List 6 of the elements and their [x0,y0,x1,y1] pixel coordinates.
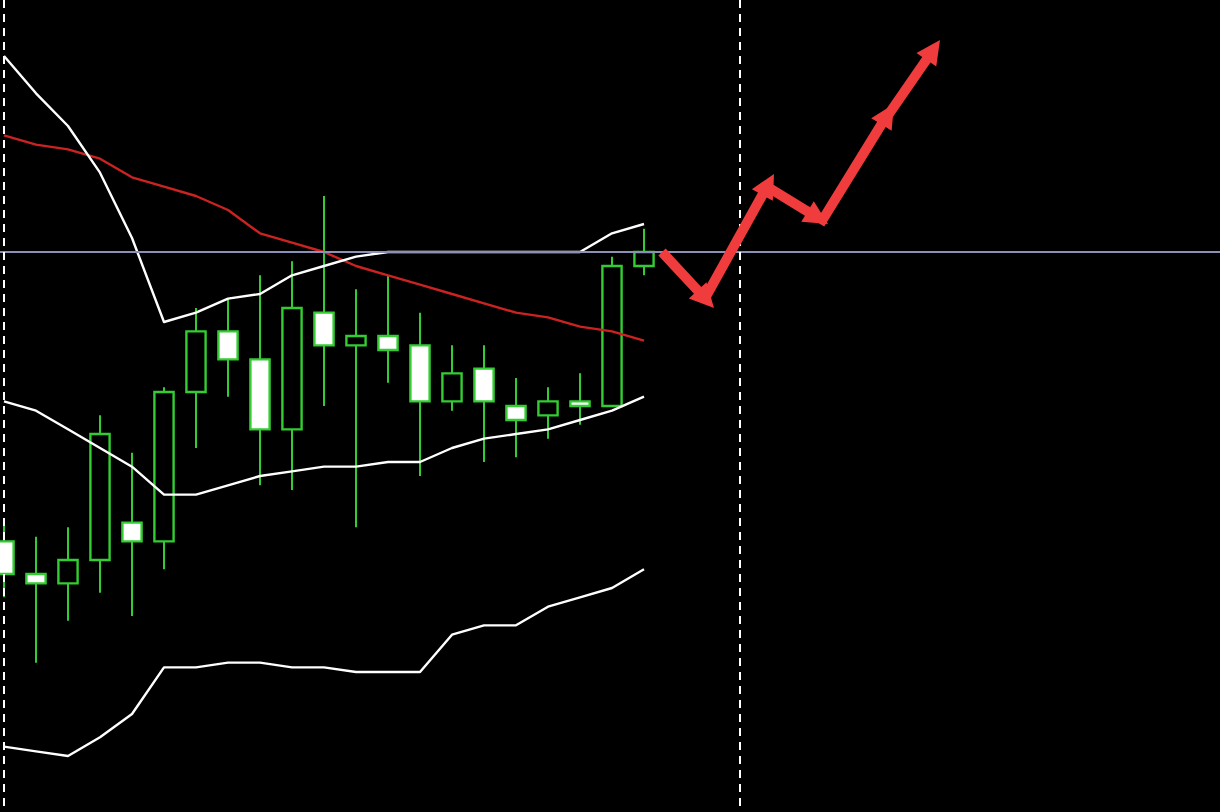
candlestick [25,535,47,664]
candlestick [377,274,399,384]
candlestick [441,344,463,412]
candlestick [345,288,367,529]
candlestick [57,526,79,622]
candlestick [537,386,559,440]
